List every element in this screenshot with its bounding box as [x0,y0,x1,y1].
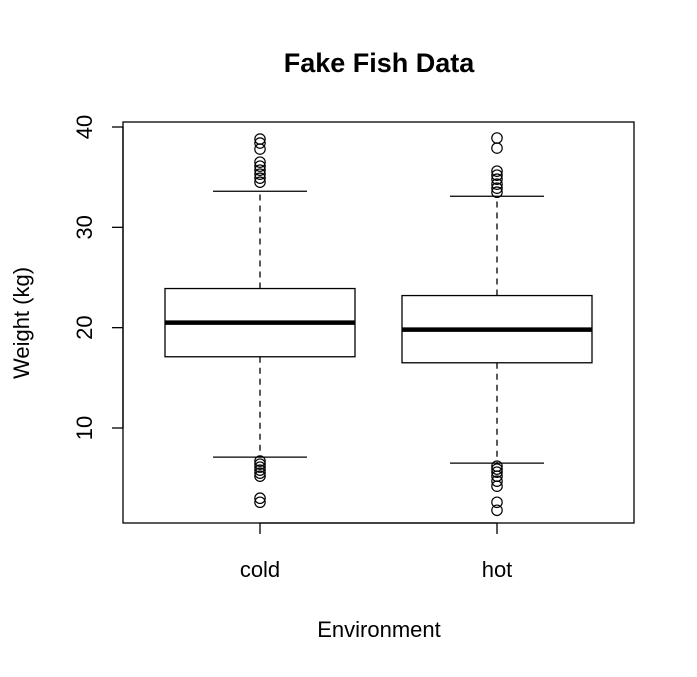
outlier-point [491,132,503,144]
outlier-point [491,178,503,190]
outlier-point [491,504,503,517]
outlier-point [491,182,503,195]
outlier-point [254,458,266,470]
outlier-point [491,165,503,177]
outlier-point [254,164,266,176]
y-tick-label: 10 [72,416,97,440]
outlier-point [254,156,266,168]
x-axis-ticks: cold hot [240,522,513,582]
outlier-point [491,496,503,509]
outlier-point [254,133,266,145]
y-tick-label: 30 [72,215,97,239]
outlier-point [254,470,266,482]
outlier-point [254,492,266,505]
outlier-point [491,460,503,472]
outlier-point [254,496,266,509]
outlier-point [491,475,503,487]
outlier-point [491,466,503,478]
outlier-point [254,168,266,180]
outlier-point [491,142,503,154]
box-series [164,132,593,517]
outlier-point [254,461,266,473]
y-axis-ticks: 10 20 30 40 [72,115,123,440]
outlier-point [254,160,266,172]
y-axis-label: Weight (kg) [9,267,34,379]
y-tick-label: 40 [72,115,97,139]
chart-title: Fake Fish Data [284,48,476,78]
y-tick-label: 20 [72,315,97,339]
outlier-point [254,176,266,188]
box-hot [401,132,593,517]
x-axis-label: Environment [317,617,441,642]
box-cold [164,133,356,509]
outlier-point [491,463,503,475]
outlier-point [491,186,503,199]
outlier-point [254,455,266,467]
outlier-point [491,169,503,181]
x-tick-label: hot [482,557,513,582]
outlier-point [254,137,266,149]
x-tick-label: cold [240,557,280,582]
outlier-point [254,172,266,184]
outlier-point [254,464,266,476]
outlier-point [254,467,266,479]
outlier-point [254,143,266,155]
outlier-point [491,173,503,185]
